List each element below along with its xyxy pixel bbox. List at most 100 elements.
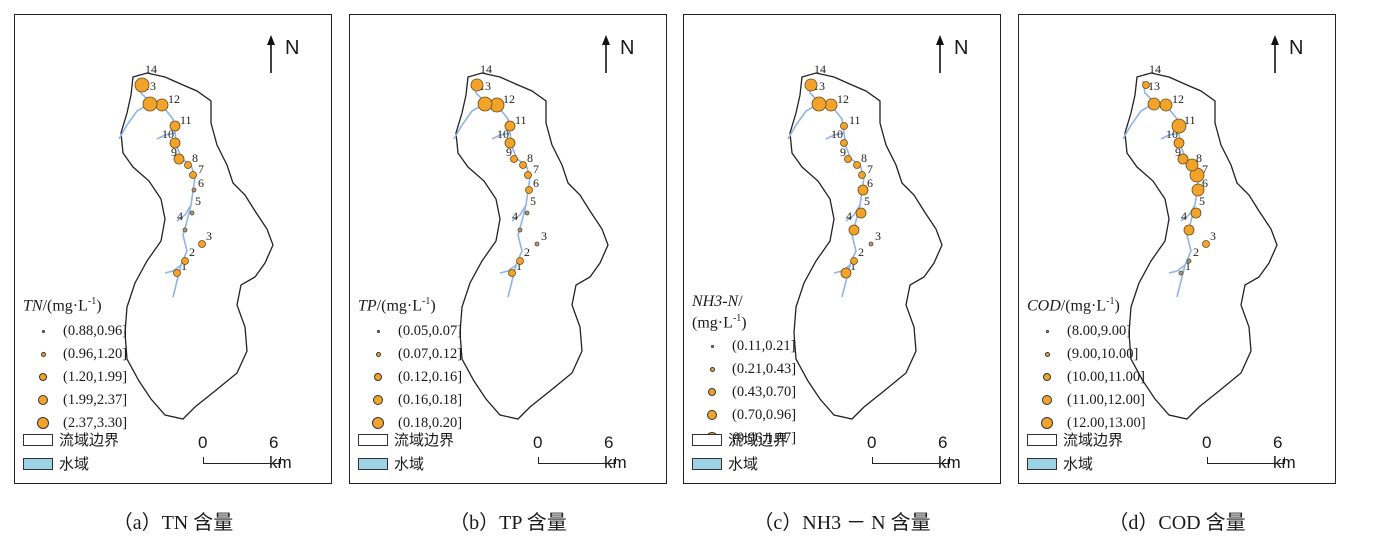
site-label-8: 8 bbox=[1196, 151, 1202, 165]
scale-end-label: 6 km bbox=[604, 433, 627, 472]
legend-symbol bbox=[708, 388, 716, 397]
basin-boundary bbox=[789, 72, 943, 420]
legend-item: (0.16,0.18] bbox=[358, 389, 528, 412]
legend-title: TP/(mg·L-1) bbox=[358, 296, 436, 315]
scale-bar-line bbox=[203, 457, 281, 464]
water-legend-label: 水域 bbox=[394, 455, 425, 473]
scale-end-label: 6 km bbox=[938, 433, 961, 472]
north-label: N bbox=[620, 37, 635, 59]
sampling-site-6 bbox=[1191, 183, 1205, 197]
legend-symbol bbox=[376, 329, 380, 333]
site-label-14: 14 bbox=[480, 62, 492, 76]
legend-range-label: (0.96,1.07] bbox=[732, 430, 797, 447]
sampling-site-12 bbox=[1159, 98, 1173, 112]
sampling-site-2 bbox=[181, 257, 189, 265]
site-label-6: 6 bbox=[867, 176, 873, 190]
legend-item: (8.00,9.00] bbox=[1027, 320, 1197, 343]
legend-symbol bbox=[1043, 373, 1051, 382]
scale-bar-line bbox=[1207, 457, 1285, 464]
legend-range-label: (10.00,11.00] bbox=[1067, 369, 1145, 386]
sampling-site-3 bbox=[868, 241, 874, 247]
site-label-7: 7 bbox=[533, 162, 539, 176]
site-label-1: 1 bbox=[181, 259, 187, 273]
site-label-2: 2 bbox=[858, 245, 864, 259]
legend-range-label: (2.37,3.30] bbox=[63, 415, 128, 432]
map-panel: 1 2 3 4 5 6 7 8 9 10 11 12 13 14 N NH3-N/ (mg·L-1) (0.11… bbox=[683, 14, 1001, 484]
map-panel: 1 2 3 4 5 6 7 8 9 10 11 12 13 14 N TP/(mg·L-1) (0.05,0.0… bbox=[349, 14, 667, 484]
north-label: N bbox=[285, 37, 300, 59]
legend-symbol bbox=[375, 351, 381, 357]
sampling-site-12 bbox=[155, 98, 169, 112]
sampling-site-13 bbox=[142, 96, 158, 112]
sampling-site-8 bbox=[853, 161, 861, 169]
legend-range-label: (12.00,13.00] bbox=[1067, 415, 1146, 432]
sampling-site-5 bbox=[189, 210, 195, 216]
site-label-10: 10 bbox=[497, 127, 509, 141]
boundary-legend-label: 流域边界 bbox=[1063, 431, 1124, 449]
legend-item: (0.21,0.43] bbox=[692, 358, 862, 381]
legend-symbol bbox=[1045, 329, 1049, 333]
panel-caption: （c）NH3 － N 含量 bbox=[753, 512, 931, 534]
north-arrow-icon bbox=[1271, 35, 1279, 73]
sampling-site-8 bbox=[519, 161, 527, 169]
site-label-11: 11 bbox=[515, 113, 527, 127]
sampling-site-14 bbox=[1142, 81, 1150, 89]
scale-end-label: 6 km bbox=[269, 433, 292, 472]
legend-item: (0.43,0.70] bbox=[692, 381, 862, 404]
water-legend-swatch bbox=[692, 458, 722, 470]
site-label-14: 14 bbox=[814, 62, 826, 76]
sampling-site-9 bbox=[844, 155, 852, 163]
sampling-site-11 bbox=[169, 120, 181, 132]
site-label-11: 11 bbox=[180, 113, 192, 127]
water-legend-swatch bbox=[358, 458, 388, 470]
sampling-site-8 bbox=[1185, 158, 1199, 172]
site-label-4: 4 bbox=[177, 209, 183, 223]
legend-symbol bbox=[40, 351, 46, 357]
legend-symbol bbox=[37, 417, 49, 430]
sampling-site-13 bbox=[1147, 97, 1161, 111]
sampling-site-2 bbox=[1186, 258, 1192, 264]
site-label-13: 13 bbox=[1148, 79, 1160, 93]
legend-range-label: (11.00,12.00] bbox=[1067, 392, 1145, 409]
legend-symbol bbox=[41, 329, 45, 333]
legend-range-label: (0.07,0.12] bbox=[398, 346, 463, 363]
site-label-9: 9 bbox=[840, 145, 846, 159]
scale-zero-label: 0 bbox=[867, 433, 877, 452]
site-label-6: 6 bbox=[1202, 176, 1208, 190]
site-label-6: 6 bbox=[533, 176, 539, 190]
legend-item: (0.18,0.20] bbox=[358, 412, 528, 435]
legend-item: (0.12,0.16] bbox=[358, 366, 528, 389]
site-label-5: 5 bbox=[195, 194, 201, 208]
site-label-3: 3 bbox=[206, 229, 212, 243]
legend-item: (1.99,2.37] bbox=[23, 389, 193, 412]
legend-item: (0.11,0.21] bbox=[692, 335, 862, 358]
sampling-site-7 bbox=[189, 171, 197, 179]
legend-range-label: (0.43,0.70] bbox=[732, 384, 797, 401]
site-label-7: 7 bbox=[867, 162, 873, 176]
site-label-6: 6 bbox=[198, 176, 204, 190]
legend-symbol bbox=[372, 417, 384, 430]
sampling-site-5 bbox=[524, 210, 530, 216]
sampling-site-4 bbox=[848, 224, 860, 236]
legend-item: (0.88,0.96] bbox=[23, 320, 193, 343]
north-arrow-icon bbox=[602, 35, 610, 73]
water-legend-swatch bbox=[1027, 458, 1057, 470]
panel-caption: （b）TP 含量 bbox=[449, 512, 567, 534]
legend-range-label: (1.99,2.37] bbox=[63, 392, 128, 409]
legend-range-label: (0.05,0.07] bbox=[398, 323, 463, 340]
site-label-14: 14 bbox=[145, 62, 157, 76]
basin-boundary bbox=[1124, 72, 1278, 420]
sampling-site-3 bbox=[1202, 240, 1210, 248]
scale-bar: 0 6 km bbox=[198, 433, 303, 473]
sampling-site-2 bbox=[516, 257, 524, 265]
site-label-2: 2 bbox=[524, 245, 530, 259]
map-panel: 1 2 3 4 5 6 7 8 9 10 11 12 13 14 N TN/(mg·L-1) (0.88,0.9… bbox=[14, 14, 332, 484]
sampling-site-9 bbox=[173, 153, 185, 165]
site-label-4: 4 bbox=[512, 209, 518, 223]
river bbox=[453, 80, 531, 298]
site-label-11: 11 bbox=[849, 113, 861, 127]
site-label-10: 10 bbox=[162, 127, 174, 141]
